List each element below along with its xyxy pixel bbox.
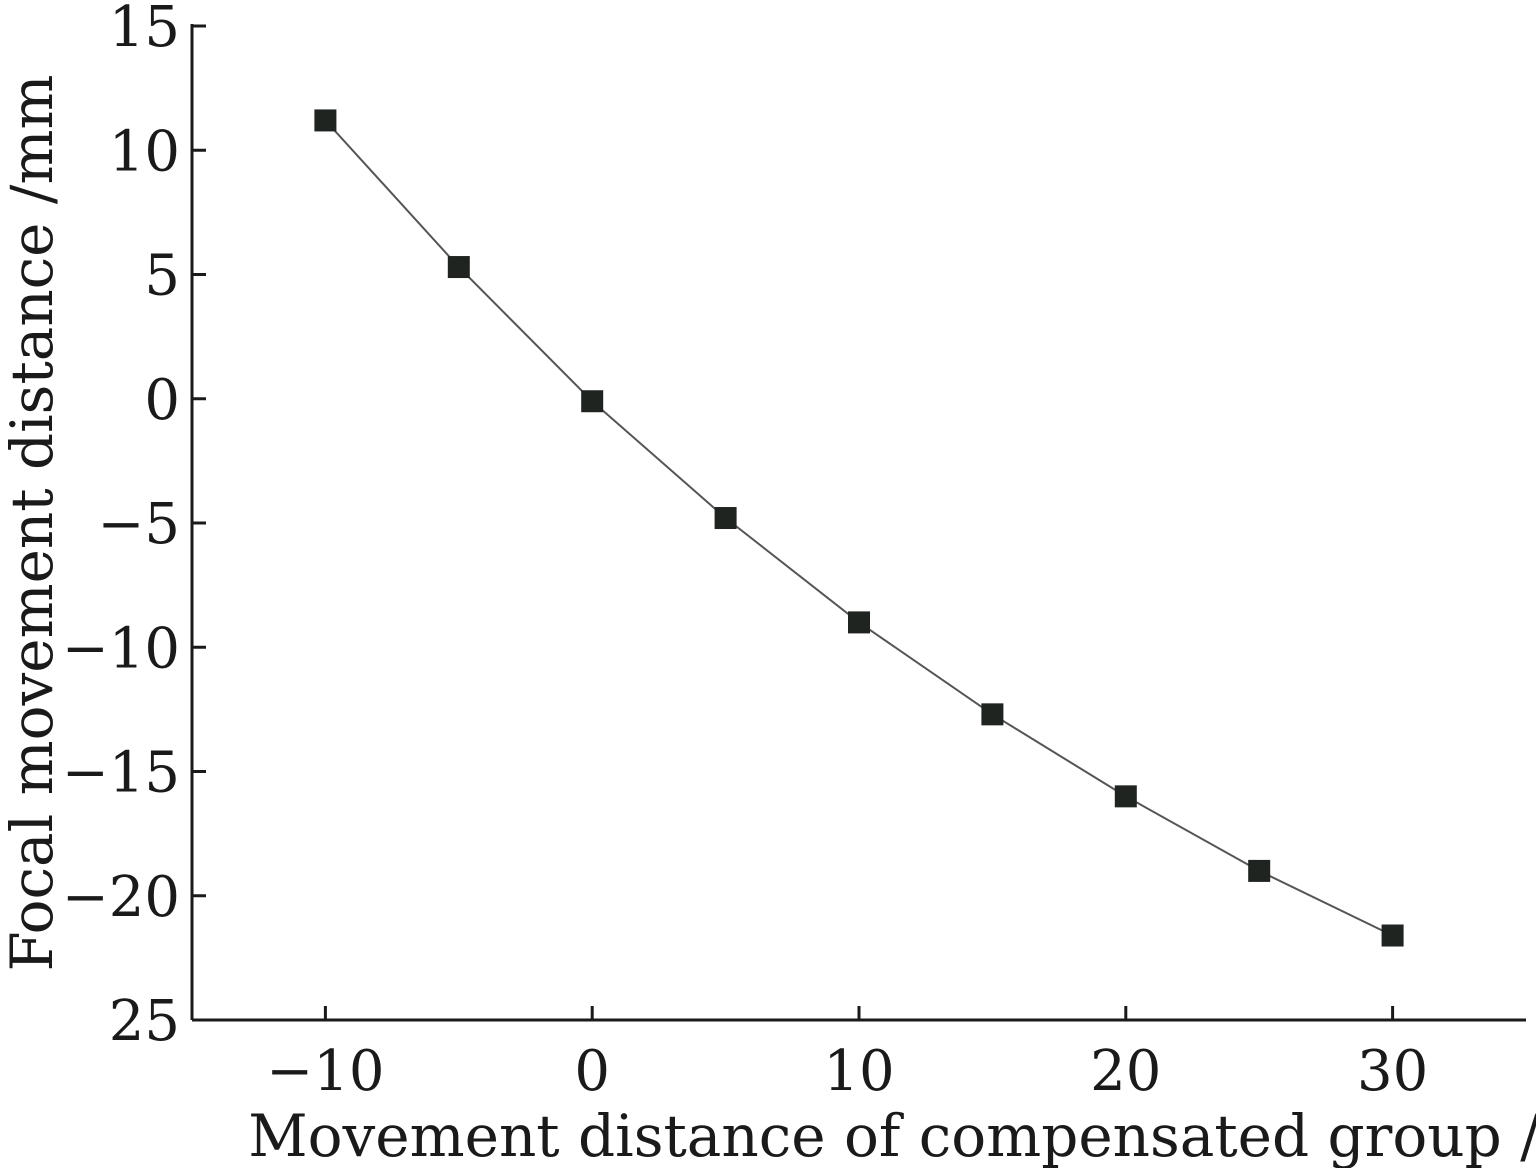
x-tick-label: −10 — [266, 1039, 384, 1104]
y-tick-label: −15 — [62, 741, 180, 806]
axes — [190, 24, 1526, 1022]
y-axis-title: Focal movement distance /mm — [0, 75, 66, 972]
data-point — [581, 390, 604, 413]
x-ticks: −10 0 10 20 30 — [266, 1006, 1428, 1104]
data-point — [714, 507, 737, 530]
y-tick-label: 5 — [144, 244, 180, 309]
x-tick-label: 10 — [823, 1039, 894, 1104]
y-tick-label: 0 — [144, 368, 180, 433]
data-point — [848, 611, 870, 634]
data-point — [447, 256, 470, 279]
series — [314, 109, 1404, 947]
data-point — [1114, 785, 1137, 808]
data-point — [1381, 924, 1404, 947]
y-tick-label: −10 — [62, 616, 180, 681]
y-tick-label: −5 — [97, 492, 180, 557]
y-tick-label: −20 — [62, 865, 180, 930]
data-point — [314, 109, 337, 132]
data-point — [1248, 859, 1271, 882]
x-tick-label: 0 — [574, 1039, 610, 1104]
data-point — [981, 703, 1004, 726]
x-axis-title: Movement distance of compensated group /… — [248, 1102, 1536, 1168]
y-tick-label: 25 — [109, 989, 180, 1054]
y-tick-label: 10 — [109, 119, 180, 184]
y-tick-label: 15 — [109, 0, 180, 60]
series-line — [324, 119, 1394, 937]
x-tick-label: 20 — [1090, 1039, 1161, 1104]
y-ticks: 15 10 5 0 −5 −10 −15 −20 25 — [62, 0, 206, 1054]
x-tick-label: 30 — [1357, 1039, 1428, 1104]
